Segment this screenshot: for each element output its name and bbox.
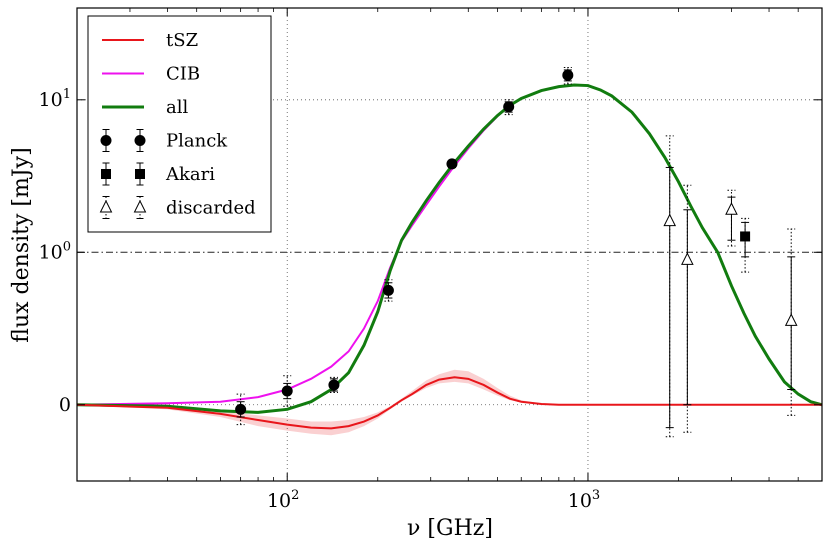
discarded-point xyxy=(663,213,677,227)
legend-akari-label: Akari xyxy=(165,164,215,185)
akari-point xyxy=(740,231,751,242)
legend-planck-label: Planck xyxy=(166,131,228,152)
legend: tSZ CIB all Planck Akari discarded xyxy=(87,15,272,233)
cib-line xyxy=(77,104,511,406)
legend-discarded-label: discarded xyxy=(166,198,256,219)
data-layer xyxy=(77,66,822,438)
planck-point xyxy=(281,385,293,397)
legend-planck-marker xyxy=(100,135,112,146)
planck-point xyxy=(382,284,394,296)
plot-frame xyxy=(76,7,823,482)
discarded-point xyxy=(725,202,738,215)
legend-akari-marker xyxy=(135,169,145,179)
legend-box xyxy=(87,15,272,233)
legend-all-label: all xyxy=(166,97,188,118)
tsz-line xyxy=(77,376,822,430)
discarded-point xyxy=(784,313,798,326)
y-tick-label: 100 xyxy=(39,239,71,263)
y-tick-label: 0 xyxy=(59,394,71,416)
legend-akari-marker xyxy=(101,169,111,179)
legend-discarded-marker xyxy=(133,199,147,213)
x-tick-label: 103 xyxy=(568,488,600,512)
planck-point xyxy=(446,158,458,170)
planck-point xyxy=(328,379,340,391)
x-axis-label: ν [GHz] xyxy=(407,516,493,541)
legend-discarded-marker xyxy=(99,199,113,213)
all-line xyxy=(77,83,822,414)
planck-point xyxy=(562,69,574,81)
y-axis-label: flux density [mJy] xyxy=(9,147,34,342)
tsz-uncertainty-band xyxy=(77,369,822,436)
planck-point xyxy=(235,403,247,415)
legend-cib-label: CIB xyxy=(166,64,200,85)
planck-point xyxy=(503,101,515,113)
x-tick-label: 102 xyxy=(267,488,299,512)
axis-ticks: 102 103 0 100 101 xyxy=(39,8,823,512)
discarded-point xyxy=(681,252,694,265)
legend-planck-marker xyxy=(134,135,146,146)
y-tick-label: 101 xyxy=(39,87,71,111)
legend-tsz-label: tSZ xyxy=(166,30,198,51)
